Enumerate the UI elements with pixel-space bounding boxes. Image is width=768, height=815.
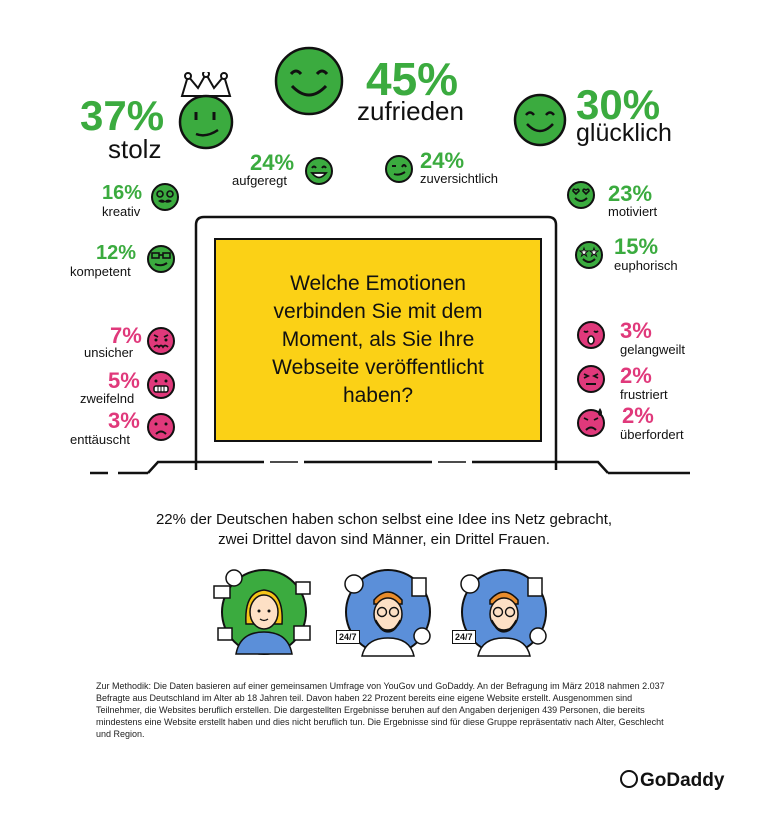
motivated-face-icon <box>566 180 596 210</box>
godaddy-logo-text: GoDaddy <box>640 770 725 791</box>
insecure-label: unsicher <box>84 345 134 360</box>
competent-label: kompetent <box>70 264 131 279</box>
confident-percent: 24% <box>420 148 465 173</box>
creative-face-icon <box>150 182 180 212</box>
creative-label: kreativ <box>102 204 141 219</box>
excited-percent: 24% <box>250 150 295 175</box>
summary-line-2: zwei Drittel davon sind Männer, ein Drit… <box>218 531 550 548</box>
bored-percent: 3% <box>620 318 652 343</box>
disappointed-face-icon <box>146 412 176 442</box>
euphoric-label: euphorisch <box>614 258 678 273</box>
creative-percent: 16% <box>102 182 143 204</box>
disappointed-label: enttäuscht <box>70 432 130 447</box>
frustrated-percent: 2% <box>620 363 652 388</box>
excited-label: aufgeregt <box>232 173 287 188</box>
satisfied-face-icon <box>272 44 346 118</box>
overwhelmed-face-icon <box>576 406 608 438</box>
woman-founder-illustration <box>210 564 318 665</box>
euphoric-percent: 15% <box>614 234 659 259</box>
motivated-percent: 23% <box>608 181 653 206</box>
summary-line-1: 22% der Deutschen haben schon selbst ein… <box>155 511 613 528</box>
man-founder-illustration-2: 24/7 <box>450 564 558 665</box>
bored-face-icon <box>576 320 606 350</box>
question-box: Welche Emotionen verbinden Sie mit dem M… <box>214 238 542 442</box>
confident-label: zuversichtlich <box>420 171 499 186</box>
frustrated-face-icon <box>576 364 606 394</box>
satisfied-percent: 45% <box>366 53 459 105</box>
satisfied-label: zufrieden <box>357 96 464 126</box>
insecure-face-icon <box>146 326 176 356</box>
proud-percent: 37% <box>80 92 165 139</box>
hours-badge-2: 24/7 <box>452 630 476 644</box>
man-founder-illustration-1: 24/7 <box>334 564 442 665</box>
methodology-text: Zur Methodik: Die Daten basieren auf ein… <box>96 681 665 739</box>
doubting-percent: 5% <box>108 368 140 393</box>
happy-face-icon <box>512 92 568 148</box>
frustrated-label: frustriert <box>620 387 668 402</box>
bored-label: gelangweilt <box>620 342 686 357</box>
godaddy-logo: GoDaddy <box>620 770 724 792</box>
proud-face-icon <box>172 72 240 152</box>
overwhelmed-label: überfordert <box>620 427 684 442</box>
happy-percent: 30% <box>576 81 661 128</box>
doubting-label: zweifelnd <box>80 391 135 406</box>
happy-label: glücklich <box>576 119 672 147</box>
euphoric-face-icon <box>574 240 604 270</box>
motivated-label: motiviert <box>608 204 658 219</box>
proud-label: stolz <box>108 134 162 164</box>
confident-face-icon <box>384 154 414 184</box>
insecure-percent: 7% <box>110 323 142 348</box>
summary-text: 22% der Deutschen haben schon selbst ein… <box>110 510 658 550</box>
competent-percent: 12% <box>96 242 137 264</box>
godaddy-logo-icon <box>620 770 638 788</box>
hours-badge-1: 24/7 <box>336 630 360 644</box>
excited-face-icon <box>304 156 334 186</box>
competent-face-icon <box>146 244 176 274</box>
question-text: Welche Emotionen verbinden Sie mit dem M… <box>272 272 484 407</box>
laptop-illustration <box>90 215 690 475</box>
overwhelmed-percent: 2% <box>622 403 654 428</box>
disappointed-percent: 3% <box>108 408 140 433</box>
doubting-face-icon <box>146 370 176 400</box>
